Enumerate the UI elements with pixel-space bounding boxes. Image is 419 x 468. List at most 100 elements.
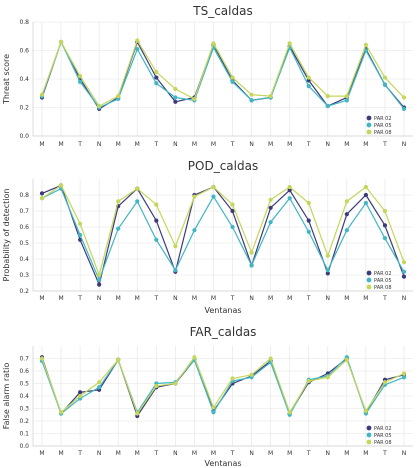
data-point (268, 220, 273, 225)
x-tick-label: T (153, 141, 158, 148)
data-point (268, 356, 273, 361)
data-point (325, 375, 330, 380)
series-line-par-08 (41, 39, 405, 107)
y-axis-label: Probability of detection (2, 189, 11, 282)
y-tick-label: 0.5 (19, 381, 29, 388)
x-tick-label: M (58, 450, 63, 457)
series-line-par-08 (41, 184, 405, 277)
x-tick-label: M (363, 450, 368, 457)
data-point (78, 74, 83, 79)
data-point (78, 79, 83, 84)
data-point (344, 228, 349, 233)
data-point (211, 194, 216, 199)
legend-marker (366, 439, 372, 445)
x-tick-label: M (116, 450, 121, 457)
x-tick-label: T (77, 295, 82, 302)
data-point (211, 405, 216, 410)
series-line-par-05 (41, 356, 405, 417)
y-tick-label: 0.2 (19, 105, 29, 112)
data-point (135, 186, 140, 191)
x-tick-label: T (77, 450, 82, 457)
data-point (363, 184, 368, 190)
data-point (363, 200, 368, 206)
x-axis-label: Ventanas (204, 306, 241, 315)
data-point (192, 355, 197, 360)
data-point (306, 84, 311, 89)
data-point (154, 218, 159, 223)
data-point (211, 41, 216, 46)
x-tick-label: M (39, 450, 44, 457)
x-tick-label: N (402, 295, 407, 302)
data-point (249, 98, 254, 103)
x-tick-label: T (153, 295, 158, 302)
data-point (268, 197, 273, 202)
x-tick-label: T (230, 295, 235, 302)
x-tick-label: M (135, 450, 140, 457)
x-tick-label: M (344, 141, 349, 148)
y-tick-label: 0.7 (19, 356, 29, 363)
data-point (97, 277, 102, 282)
data-point (116, 357, 121, 362)
x-tick-label: M (344, 450, 349, 457)
legend-label: PAR 05 (374, 433, 392, 439)
x-tick-label: M (58, 141, 63, 148)
legend-marker (366, 425, 372, 431)
y-tick-label: 0.6 (19, 48, 29, 55)
data-point (230, 202, 235, 207)
x-tick-label: T (77, 141, 82, 148)
legend-label: PAR 08 (374, 440, 392, 446)
legend-label: PAR 02 (374, 271, 392, 277)
data-point (230, 208, 235, 214)
data-point (382, 208, 388, 214)
series-line-par-02 (41, 40, 405, 110)
legend-label: PAR 02 (374, 426, 392, 432)
data-point (268, 94, 273, 99)
data-point (382, 380, 388, 385)
data-point (154, 237, 159, 242)
chart-title: FAR_caldas (190, 325, 257, 339)
y-axis-label: Threat score (2, 54, 11, 105)
x-tick-label: M (192, 450, 197, 457)
data-point (116, 199, 121, 204)
x-tick-label: T (306, 295, 311, 302)
x-tick-label: M (58, 295, 63, 302)
y-tick-label: 0.3 (19, 406, 29, 413)
legend-marker (366, 115, 372, 121)
x-tick-label: M (192, 295, 197, 302)
x-tick-label: N (173, 450, 178, 457)
legend-marker (366, 432, 372, 438)
data-point (306, 229, 311, 234)
data-point (97, 103, 102, 109)
data-point (97, 385, 102, 390)
data-point (287, 41, 292, 46)
legend-marker (366, 284, 372, 290)
chart-panel-3: FAR_caldas 0.0 0.1 0.2 0.3 0.4 0.5 0.6 0.7 M M T N M M… (2, 325, 413, 468)
data-point (173, 268, 178, 273)
x-tick-label: M (39, 141, 44, 148)
chart-title: POD_caldas (188, 159, 258, 173)
y-tick-label: 0.5 (19, 240, 29, 247)
x-tick-label: T (382, 295, 387, 302)
x-tick-label: M (287, 450, 292, 457)
data-point (97, 380, 102, 385)
data-point (97, 282, 102, 287)
data-point (382, 236, 388, 241)
y-tick-label: 0.0 (19, 133, 29, 140)
x-tick-label: N (97, 295, 102, 302)
x-tick-label: M (116, 295, 121, 302)
x-tick-label: M (287, 295, 292, 302)
data-point (325, 268, 330, 273)
data-point (211, 410, 216, 415)
x-tick-label: N (402, 450, 407, 457)
data-point (230, 224, 235, 230)
y-tick-label: 0.4 (19, 76, 29, 83)
series-line-par-08 (41, 356, 405, 415)
x-tick-label: M (268, 295, 273, 302)
data-point (325, 94, 330, 99)
data-point (249, 372, 254, 377)
data-point (154, 202, 159, 207)
x-tick-label: N (402, 141, 407, 148)
y-tick-label: 0.8 (19, 192, 29, 199)
data-point (325, 103, 330, 109)
